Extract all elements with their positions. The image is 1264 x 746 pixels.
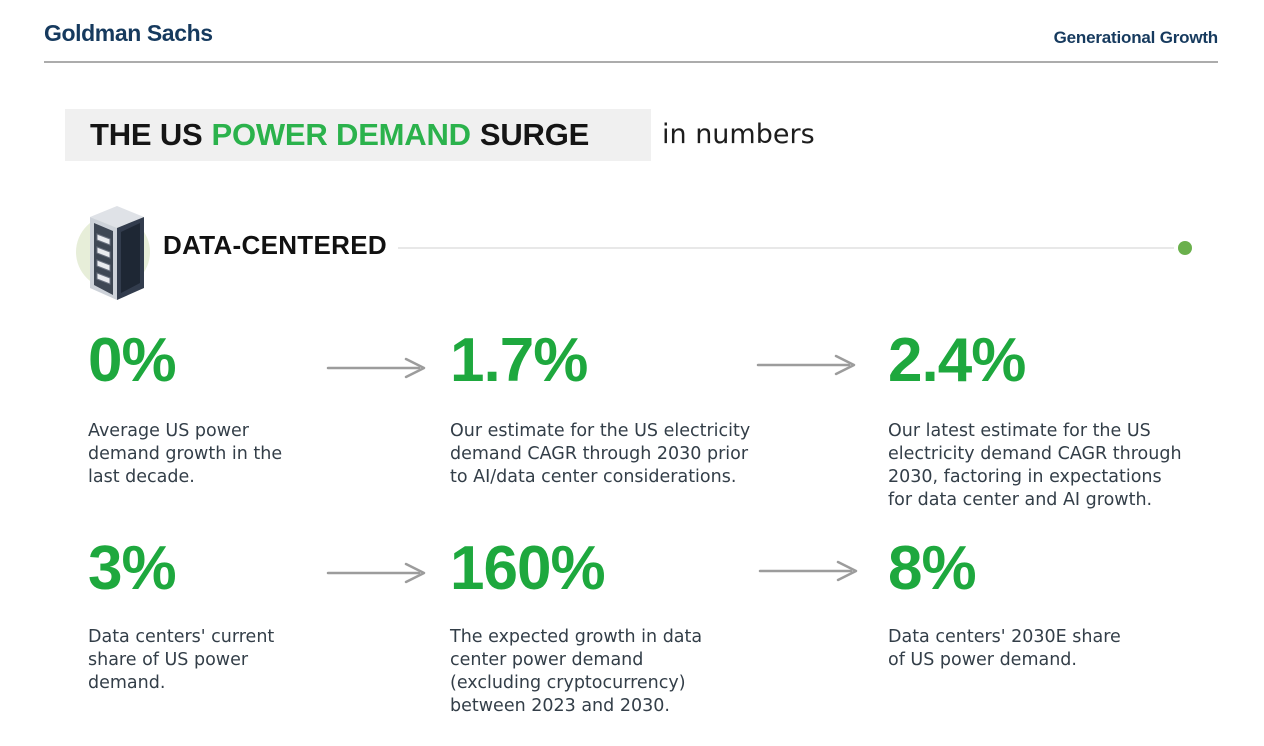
arrow-right-icon — [756, 354, 856, 376]
stat-value-1-7pct: 1.7% — [450, 326, 588, 395]
title-highlight: POWER DEMAND — [211, 117, 471, 152]
stat-value-3pct: 3% — [88, 534, 177, 603]
stat-caption-0pct: Average US power demand growth in the la… — [88, 421, 283, 487]
report-title: Generational Growth — [1053, 28, 1219, 47]
stat-value-0pct: 0% — [88, 326, 177, 395]
header-divider — [44, 61, 1218, 63]
arrow-right-icon — [758, 560, 858, 582]
title-tagline: in numbers — [662, 119, 815, 150]
page-title: THE US POWER DEMAND SURGE — [65, 109, 651, 161]
stat-caption-160pct: The expected growth in data center power… — [450, 627, 703, 716]
arrow-right-icon — [326, 562, 426, 584]
stat-caption-1-7pct: Our estimate for the US electricity dema… — [450, 421, 751, 487]
title-suffix: SURGE — [479, 117, 590, 152]
stat-value-8pct: 8% — [888, 534, 977, 603]
section-divider-line — [398, 247, 1174, 249]
title-prefix: THE US — [90, 117, 203, 152]
stat-caption-2-4pct: Our latest estimate for the US electrici… — [888, 421, 1182, 510]
stat-value-160pct: 160% — [450, 534, 606, 603]
stat-value-2-4pct: 2.4% — [888, 326, 1026, 395]
stat-caption-3pct: Data centers' current share of US power … — [88, 627, 275, 693]
goldman-sachs-logo: Goldman Sachs — [44, 20, 213, 46]
server-icon — [90, 206, 144, 300]
section-label: DATA-CENTERED — [163, 230, 387, 260]
arrow-right-icon — [326, 357, 426, 379]
line-end-dot — [1178, 241, 1192, 255]
stat-caption-8pct: Data centers' 2030E share of US power de… — [888, 627, 1121, 670]
